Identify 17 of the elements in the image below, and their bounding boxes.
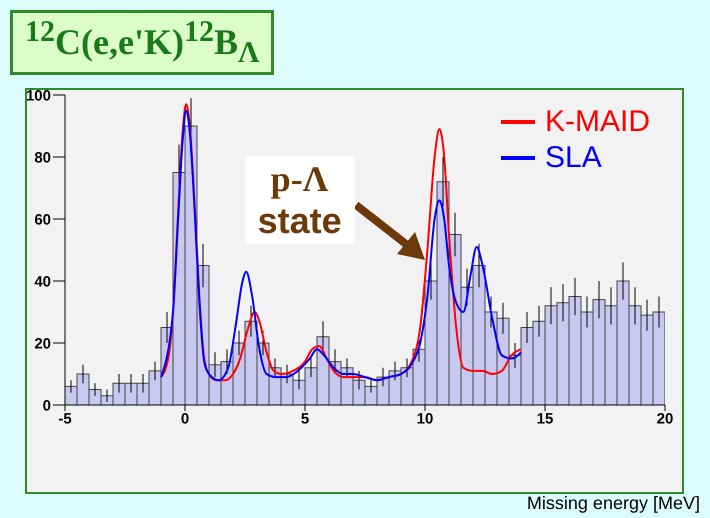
legend-label: K-MAID — [545, 105, 650, 139]
legend-label: SLA — [545, 141, 602, 175]
x-tick-label: 20 — [656, 410, 674, 428]
x-axis-title: Missing energy [MeV] — [526, 493, 700, 514]
y-tick-label: 60 — [34, 211, 51, 228]
y-tick-label: 80 — [34, 149, 51, 166]
y-tick-label: 20 — [34, 335, 51, 352]
annotation: p-Λ state — [244, 158, 355, 242]
y-tick-label: 40 — [34, 273, 51, 290]
x-tick-label: 15 — [536, 410, 554, 428]
x-tick-label: -5 — [58, 410, 72, 428]
x-tick-label: 0 — [180, 410, 190, 428]
x-tick-label: 5 — [300, 410, 310, 428]
y-tick-label: 0 — [42, 397, 51, 414]
chart-title: $^{12}$C(e,e'K)$^{12}$B$_{Λ}$ — [10, 10, 274, 76]
x-tick-label: 10 — [416, 410, 434, 428]
y-tick-label: 100 — [26, 87, 51, 104]
